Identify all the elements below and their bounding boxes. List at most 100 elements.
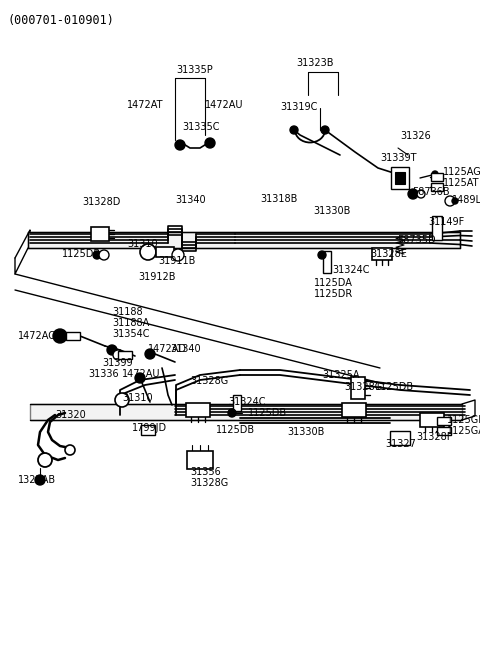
Bar bbox=[186, 403, 210, 417]
Text: 1472AU: 1472AU bbox=[205, 100, 243, 110]
Text: 1489LA: 1489LA bbox=[452, 195, 480, 205]
Circle shape bbox=[93, 251, 101, 259]
Circle shape bbox=[205, 138, 215, 148]
Circle shape bbox=[65, 445, 75, 455]
Bar bbox=[187, 451, 213, 469]
Text: 31310: 31310 bbox=[127, 239, 157, 249]
Circle shape bbox=[290, 126, 298, 134]
Text: 31354C: 31354C bbox=[112, 329, 149, 339]
Bar bbox=[437, 427, 451, 435]
Text: 31319C: 31319C bbox=[280, 102, 317, 112]
Bar bbox=[420, 413, 444, 427]
Text: 31340: 31340 bbox=[170, 344, 201, 354]
Polygon shape bbox=[30, 404, 462, 420]
Circle shape bbox=[53, 329, 67, 343]
Circle shape bbox=[408, 189, 418, 199]
Bar bbox=[395, 172, 405, 184]
Text: 31399: 31399 bbox=[102, 358, 132, 368]
Circle shape bbox=[452, 198, 458, 204]
Circle shape bbox=[175, 140, 185, 150]
Text: 31328D: 31328D bbox=[82, 197, 120, 207]
Bar bbox=[323, 251, 331, 273]
Bar bbox=[372, 248, 392, 260]
Bar bbox=[431, 173, 443, 181]
Text: 1472AU: 1472AU bbox=[122, 369, 160, 379]
Bar bbox=[391, 167, 409, 189]
Circle shape bbox=[172, 249, 184, 261]
Text: 31328G: 31328G bbox=[344, 382, 382, 392]
Bar bbox=[342, 403, 366, 417]
Text: 31335C: 31335C bbox=[182, 122, 219, 132]
Circle shape bbox=[145, 349, 155, 359]
Text: 31328E: 31328E bbox=[370, 249, 407, 259]
Text: 31336: 31336 bbox=[88, 369, 119, 379]
Text: 1125GA: 1125GA bbox=[447, 426, 480, 436]
Polygon shape bbox=[28, 232, 460, 248]
Text: 1125GD: 1125GD bbox=[447, 415, 480, 425]
Circle shape bbox=[107, 345, 117, 355]
Bar bbox=[118, 351, 132, 359]
Text: 31326: 31326 bbox=[400, 131, 431, 141]
Text: 31327: 31327 bbox=[385, 439, 416, 449]
Text: (000701-010901): (000701-010901) bbox=[8, 14, 115, 27]
Text: 31324C: 31324C bbox=[332, 265, 370, 275]
Text: 31325A: 31325A bbox=[322, 370, 360, 380]
Text: 1125AT: 1125AT bbox=[443, 178, 480, 188]
Text: 31912B: 31912B bbox=[138, 272, 176, 282]
Circle shape bbox=[115, 393, 129, 407]
Text: 31320: 31320 bbox=[55, 410, 86, 420]
Bar bbox=[141, 425, 155, 435]
Circle shape bbox=[321, 126, 329, 134]
Text: 31911B: 31911B bbox=[158, 256, 195, 266]
Circle shape bbox=[432, 171, 438, 177]
Text: 58735D: 58735D bbox=[397, 235, 436, 245]
Text: 1125DB: 1125DB bbox=[248, 408, 287, 418]
Bar bbox=[351, 377, 365, 399]
Text: 31339T: 31339T bbox=[380, 153, 417, 163]
Circle shape bbox=[445, 196, 455, 206]
Circle shape bbox=[35, 475, 45, 485]
Circle shape bbox=[38, 453, 52, 467]
Circle shape bbox=[135, 373, 145, 383]
Text: 31328G: 31328G bbox=[190, 478, 228, 488]
Text: 58736B: 58736B bbox=[412, 187, 450, 197]
Bar bbox=[66, 332, 80, 340]
Circle shape bbox=[228, 409, 236, 417]
Text: 1799JD: 1799JD bbox=[132, 423, 167, 433]
Circle shape bbox=[417, 190, 425, 198]
Text: 31188: 31188 bbox=[112, 307, 143, 317]
Text: 31335P: 31335P bbox=[177, 65, 214, 75]
Bar bbox=[233, 395, 241, 411]
Text: 1125DA: 1125DA bbox=[314, 278, 353, 288]
Circle shape bbox=[140, 244, 156, 260]
Text: 1125DB: 1125DB bbox=[216, 425, 255, 435]
Text: 1472AD: 1472AD bbox=[148, 344, 187, 354]
Bar bbox=[437, 417, 451, 425]
Text: 31318B: 31318B bbox=[260, 194, 298, 204]
Text: 31323B: 31323B bbox=[296, 58, 334, 68]
Text: 31149F: 31149F bbox=[428, 217, 464, 227]
Text: 31330B: 31330B bbox=[287, 427, 324, 437]
Text: 1125AG: 1125AG bbox=[443, 167, 480, 177]
Text: 31324C: 31324C bbox=[228, 397, 265, 407]
Bar bbox=[431, 183, 443, 191]
Text: 1472AT: 1472AT bbox=[127, 100, 163, 110]
Bar bbox=[390, 431, 410, 445]
Circle shape bbox=[113, 350, 123, 360]
Text: 1125DB: 1125DB bbox=[62, 249, 101, 259]
Text: 31340: 31340 bbox=[175, 195, 205, 205]
Text: 31188A: 31188A bbox=[112, 318, 149, 328]
Text: 31330B: 31330B bbox=[313, 206, 350, 216]
Text: 31356: 31356 bbox=[190, 467, 221, 477]
Text: 31310: 31310 bbox=[122, 393, 153, 403]
Text: 1472AC: 1472AC bbox=[18, 331, 56, 341]
Circle shape bbox=[318, 251, 326, 259]
Text: 1327AB: 1327AB bbox=[18, 475, 56, 485]
Text: 31328G: 31328G bbox=[190, 376, 228, 386]
Bar bbox=[156, 247, 174, 257]
Text: 31328F: 31328F bbox=[416, 432, 452, 442]
Bar bbox=[91, 227, 109, 241]
Circle shape bbox=[99, 250, 109, 260]
Bar bbox=[432, 216, 442, 240]
Text: 1125DB: 1125DB bbox=[375, 382, 414, 392]
